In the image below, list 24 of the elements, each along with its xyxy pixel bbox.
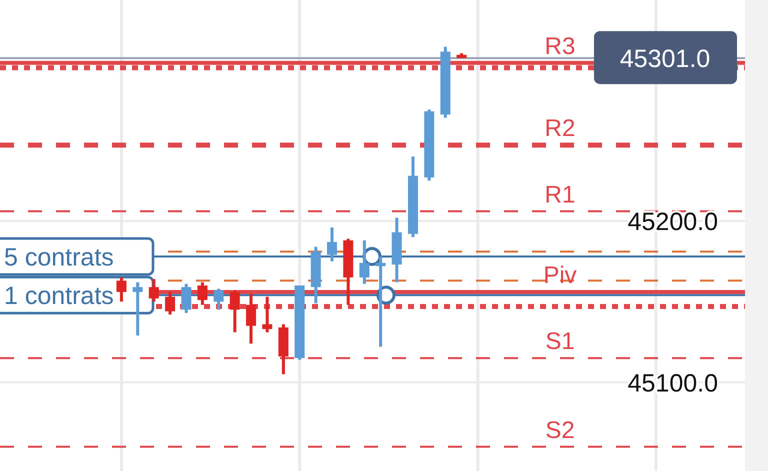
candlestick [376, 256, 386, 347]
ref-line-label: Piv [543, 262, 577, 289]
candlestick [148, 279, 159, 302]
ref-line-label: R1 [544, 181, 576, 208]
ref-line-label: 45301.0 [620, 45, 710, 74]
candlestick [116, 277, 126, 302]
candlestick [262, 296, 272, 332]
candlestick [181, 284, 192, 313]
candlestick [132, 282, 143, 336]
ref-line-label: S1 [545, 328, 575, 356]
y-tick-label: 45200.0 [628, 208, 718, 236]
candlestick [165, 292, 176, 315]
candlestick [197, 282, 208, 305]
ref-line-label: R2 [544, 115, 576, 142]
ref-line-label: 1 contrats [4, 282, 114, 310]
candlestick [327, 227, 338, 262]
ref-line-label: S2 [545, 416, 575, 444]
candlestick [359, 240, 370, 284]
candlestick [230, 290, 240, 332]
candlestick [214, 288, 224, 310]
ref-line-label: 5 contrats [4, 243, 114, 272]
candlestick [246, 294, 256, 344]
y-tick-label: 45100.0 [628, 369, 718, 398]
ref-line-label: R3 [544, 32, 576, 60]
